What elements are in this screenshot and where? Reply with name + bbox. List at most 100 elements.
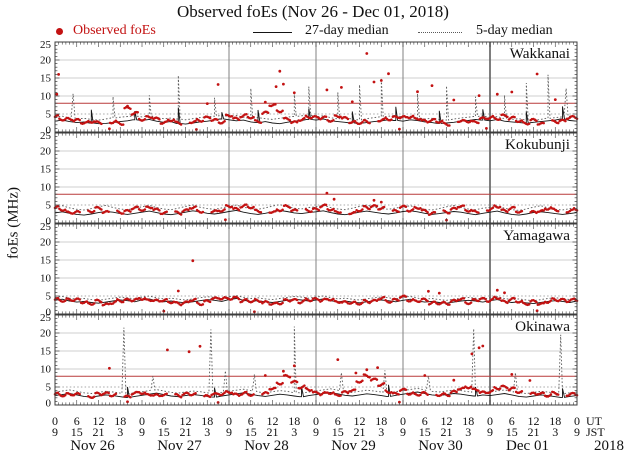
y-tick-label: 20 <box>40 237 52 249</box>
x-tick-label-jst: 15 <box>332 425 344 439</box>
y-tick-label: 0 <box>46 125 52 137</box>
y-tick-label: 25 <box>40 221 52 233</box>
observed-dots <box>53 52 579 131</box>
y-tick-label: 5 <box>46 109 52 121</box>
x-tick-label-ut: 0 <box>52 414 58 428</box>
x-tick-label-ut: 0 <box>487 414 493 428</box>
x-axis-labels: 0961512211830961512211830961512211830961… <box>52 414 624 454</box>
x-tick-label-jst: 9 <box>226 425 232 439</box>
panel-kokubunji: 0 5 10 15 20 25 Kokubunji <box>40 130 579 228</box>
x-tick-label-ut: 6 <box>335 414 341 428</box>
x-tick-label-ut: 12 <box>528 414 540 428</box>
observed-dots <box>53 344 579 404</box>
y-tick-label: 15 <box>40 73 52 85</box>
x-tick-label-jst: 9 <box>487 425 493 439</box>
x-tick-label-jst: 3 <box>291 425 297 439</box>
day-label: Dec 01 <box>506 438 549 454</box>
y-tick-label: 15 <box>40 346 52 358</box>
x-tick-label-jst: 21 <box>528 425 540 439</box>
y-tick-label: 15 <box>40 164 52 176</box>
y-tick-label: 10 <box>40 91 52 103</box>
median5-line-marker <box>418 32 462 33</box>
y-tick-label: 5 <box>46 382 52 394</box>
station-label: Yamagawa <box>503 227 570 244</box>
observed-dot-marker <box>56 28 63 35</box>
x-tick-label-ut: 12 <box>93 414 105 428</box>
x-tick-label-jst: 15 <box>245 425 257 439</box>
y-tick-label: 20 <box>40 55 52 67</box>
x-tick-label-jst: 21 <box>93 425 105 439</box>
day-label: Nov 26 <box>70 438 115 454</box>
day-label: Nov 27 <box>157 438 202 454</box>
x-tick-label-ut: 0 <box>400 414 406 428</box>
x-tick-label-ut: 0 <box>574 414 580 428</box>
station-label: Okinawa <box>515 318 570 335</box>
observed-dots <box>53 259 579 314</box>
x-tick-label-jst: 9 <box>313 425 319 439</box>
y-tick-label: 0 <box>46 216 52 228</box>
x-tick-label-ut: 0 <box>226 414 232 428</box>
x-tick-label-jst: 3 <box>378 425 384 439</box>
panel-yamagawa: 0 5 10 15 20 25 Yamagawa <box>40 221 579 319</box>
x-tick-label-jst: 9 <box>574 425 580 439</box>
observed-dots <box>53 191 579 222</box>
x-tick-label-ut: 6 <box>509 414 515 428</box>
chart-title: Observed foEs (Nov 26 - Dec 01, 2018) <box>177 2 449 21</box>
panel-okinawa: 0 5 10 15 20 25 Okinawa <box>40 312 579 410</box>
y-tick-label: 10 <box>40 364 52 376</box>
legend-observed-label: Observed foEs <box>73 23 156 38</box>
x-tick-label-jst: 15 <box>158 425 170 439</box>
y-tick-label: 10 <box>40 273 52 285</box>
y-tick-label: 5 <box>46 291 52 303</box>
x-tick-label-jst: 3 <box>117 425 123 439</box>
station-label: Wakkanai <box>510 45 570 62</box>
y-tick-label: 25 <box>40 39 52 51</box>
y-tick-label: 25 <box>40 130 52 142</box>
x-tick-label-jst: 21 <box>441 425 453 439</box>
legend-median27-label: 27-day median <box>305 23 389 38</box>
x-tick-label-ut: 6 <box>248 414 254 428</box>
x-tick-label-ut: 18 <box>201 414 213 428</box>
x-tick-label-ut: 6 <box>422 414 428 428</box>
x-tick-label-jst: 3 <box>204 425 210 439</box>
x-tick-label-ut: 12 <box>180 414 192 428</box>
x-tick-label-ut: 6 <box>74 414 80 428</box>
jst-suffix-label: JST <box>586 425 605 439</box>
legend-median5-label: 5-day median <box>476 23 553 38</box>
year-label: 2018 <box>594 438 624 454</box>
x-tick-label-jst: 15 <box>506 425 518 439</box>
ut-suffix-label: UT <box>586 414 603 428</box>
day-label: Nov 28 <box>244 438 289 454</box>
median27-line-marker <box>253 32 292 33</box>
x-tick-label-jst: 9 <box>400 425 406 439</box>
x-tick-label-ut: 0 <box>313 414 319 428</box>
x-tick-label-ut: 18 <box>549 414 561 428</box>
x-tick-label-ut: 12 <box>267 414 279 428</box>
y-tick-label: 0 <box>46 398 52 410</box>
x-tick-label-ut: 18 <box>462 414 474 428</box>
y-tick-label: 10 <box>40 182 52 194</box>
x-tick-label-jst: 15 <box>419 425 431 439</box>
x-tick-label-jst: 9 <box>139 425 145 439</box>
x-tick-label-ut: 0 <box>139 414 145 428</box>
x-tick-label-ut: 18 <box>114 414 126 428</box>
x-tick-label-jst: 21 <box>180 425 192 439</box>
x-tick-label-jst: 9 <box>52 425 58 439</box>
x-tick-label-ut: 18 <box>288 414 300 428</box>
y-tick-label: 25 <box>40 312 52 324</box>
x-tick-label-jst: 15 <box>71 425 83 439</box>
y-tick-label: 20 <box>40 146 52 158</box>
x-tick-label-ut: 18 <box>375 414 387 428</box>
x-tick-label-ut: 12 <box>441 414 453 428</box>
station-label: Kokubunji <box>505 136 570 153</box>
y-tick-label: 0 <box>46 307 52 319</box>
x-tick-label-jst: 3 <box>552 425 558 439</box>
x-tick-label-ut: 6 <box>161 414 167 428</box>
panel-wakkanai: 0 5 10 15 20 25 Wakkanai <box>40 39 579 137</box>
y-tick-label: 15 <box>40 255 52 267</box>
x-tick-label-jst: 21 <box>354 425 366 439</box>
x-tick-label-jst: 21 <box>267 425 279 439</box>
x-tick-label-jst: 3 <box>465 425 471 439</box>
